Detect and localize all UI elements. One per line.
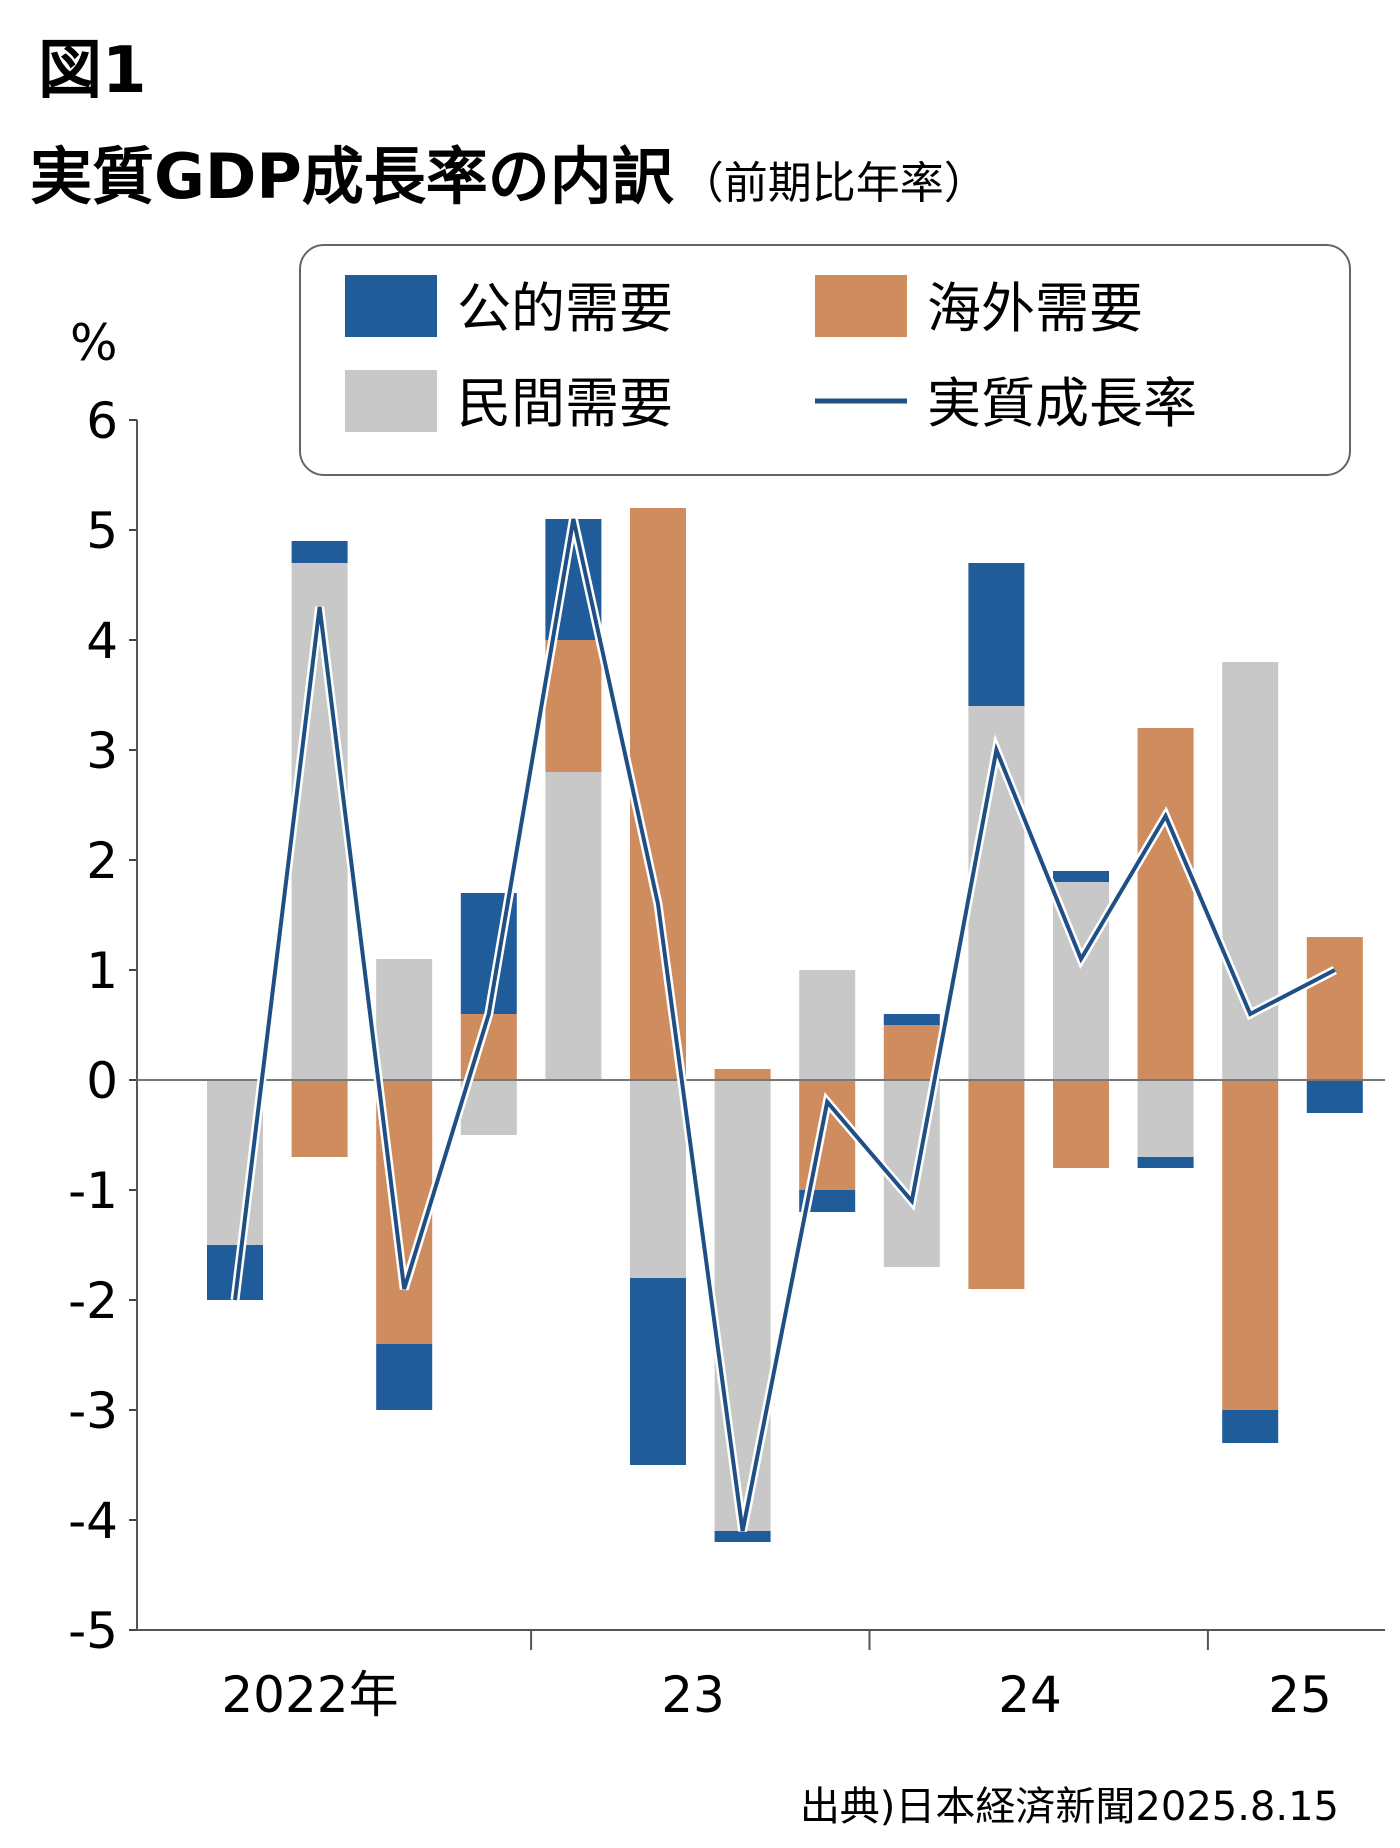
bar-segment bbox=[883, 1014, 940, 1025]
y-tick-label: 0 bbox=[86, 1052, 118, 1110]
bar-segment bbox=[630, 508, 686, 1080]
y-tick-label: -3 bbox=[68, 1382, 118, 1440]
y-tick-label: 1 bbox=[86, 942, 118, 1000]
y-tick-label: 3 bbox=[86, 722, 118, 780]
legend-swatch bbox=[345, 275, 437, 337]
y-tick-label: -1 bbox=[68, 1162, 118, 1220]
bar-segment bbox=[545, 640, 602, 772]
axes bbox=[136, 420, 1385, 1631]
bar-segment bbox=[799, 970, 856, 1080]
y-axis-ticks: 6 5 4 3 2 1 0 -1 -2 -3 -4 -5 bbox=[68, 392, 137, 1660]
y-tick-label: 6 bbox=[86, 392, 118, 450]
bar-segment bbox=[1222, 1410, 1279, 1443]
bar-segment bbox=[883, 1025, 940, 1080]
bar-segment bbox=[1053, 871, 1109, 882]
bar-segment bbox=[968, 563, 1025, 706]
bars bbox=[207, 508, 1363, 1542]
x-group-label: 2022年 bbox=[221, 1666, 398, 1724]
legend-swatch bbox=[815, 275, 907, 337]
y-tick-label: -2 bbox=[68, 1272, 118, 1330]
bar-segment bbox=[1306, 1080, 1363, 1113]
x-group-label: 25 bbox=[1268, 1666, 1332, 1724]
chart-subtitle: （前期比年率） bbox=[680, 158, 988, 209]
bar-segment bbox=[376, 959, 433, 1080]
figure-label: 図1 bbox=[38, 34, 147, 108]
bar-segment bbox=[714, 1080, 771, 1531]
y-tick-label: 5 bbox=[86, 502, 118, 560]
bar-segment bbox=[1137, 1080, 1194, 1157]
growth-line-path bbox=[233, 518, 1336, 1532]
bar-segment bbox=[291, 563, 348, 1080]
y-tick-label: 2 bbox=[86, 832, 118, 890]
bar-segment bbox=[714, 1531, 771, 1542]
bar-segment bbox=[376, 1344, 433, 1410]
x-axis-ticks: 2022年 23 24 25 bbox=[221, 1630, 1332, 1724]
bar-segment bbox=[1053, 1080, 1109, 1168]
bar-segment bbox=[1137, 1157, 1194, 1168]
bar-segment bbox=[291, 541, 348, 563]
x-group-label: 24 bbox=[998, 1666, 1062, 1724]
legend-swatch bbox=[345, 370, 437, 432]
y-tick-label: 4 bbox=[86, 612, 118, 670]
legend-label: 海外需要 bbox=[927, 277, 1143, 340]
bar-segment bbox=[630, 1278, 686, 1465]
bar-segment bbox=[1222, 1080, 1279, 1410]
x-group-label: 23 bbox=[661, 1666, 725, 1724]
chart-title: 実質GDP成長率の内訳 bbox=[30, 140, 675, 213]
legend-label: 実質成長率 bbox=[927, 372, 1197, 435]
bar-segment bbox=[291, 1080, 348, 1157]
bar-segment bbox=[714, 1069, 771, 1080]
y-axis-unit: % bbox=[70, 314, 118, 372]
chart-title-line: 実質GDP成長率の内訳 （前期比年率） bbox=[30, 140, 988, 213]
bar-segment bbox=[545, 772, 602, 1080]
legend-label: 民間需要 bbox=[457, 372, 673, 435]
y-tick-label: -5 bbox=[68, 1602, 118, 1660]
bar-segment bbox=[1306, 937, 1363, 1080]
legend-label: 公的需要 bbox=[457, 277, 673, 340]
bar-segment bbox=[630, 1080, 686, 1278]
legend-frame bbox=[299, 244, 1351, 476]
growth-line bbox=[230, 518, 1337, 1532]
y-tick-label: -4 bbox=[68, 1492, 118, 1550]
bar-segment bbox=[968, 1080, 1025, 1289]
source-note: 出典)日本経済新聞2025.8.15 bbox=[800, 1784, 1339, 1830]
bar-segment bbox=[1137, 728, 1194, 1080]
